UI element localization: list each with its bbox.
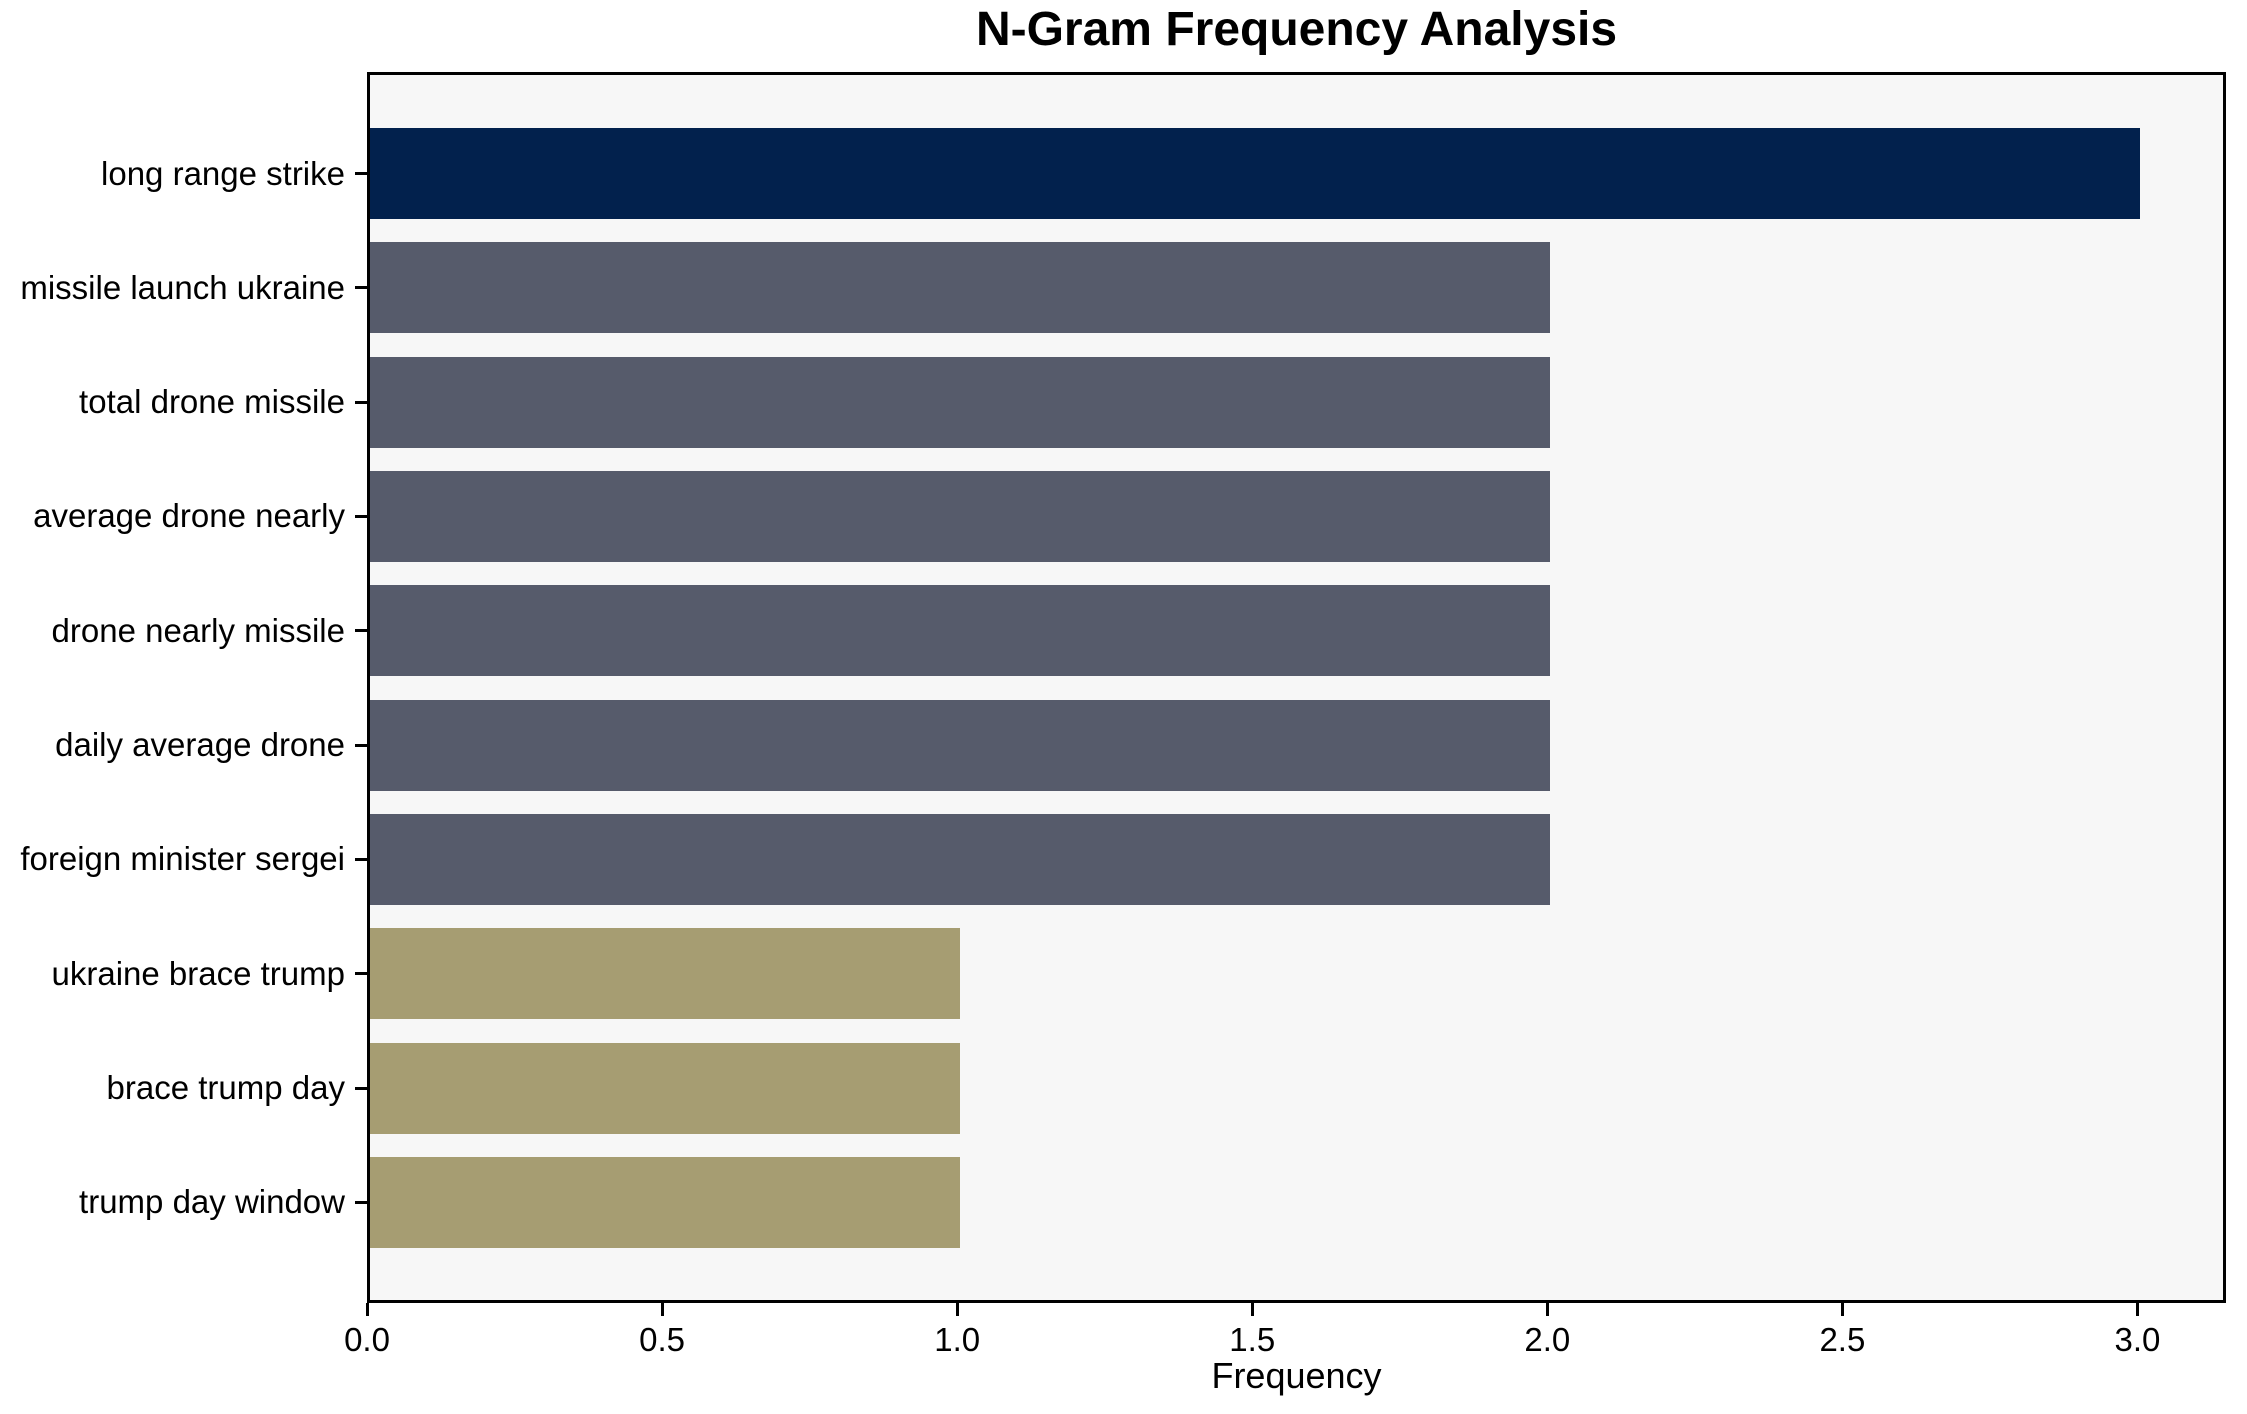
x-tick-label: 1.5 bbox=[1229, 1321, 1276, 1358]
y-tick-label: brace trump day bbox=[106, 1069, 345, 1107]
y-tick-label: ukraine brace trump bbox=[51, 954, 345, 992]
y-tick-label: foreign minister sergei bbox=[20, 840, 345, 878]
y-tick-label: total drone missile bbox=[79, 383, 345, 421]
y-tick-label: drone nearly missile bbox=[51, 611, 345, 649]
y-tick-label: long range strike bbox=[101, 154, 345, 192]
x-tick-mark bbox=[1545, 1303, 1549, 1316]
x-tick-label: 2.0 bbox=[1524, 1321, 1571, 1358]
bar-trump-day-window bbox=[370, 1156, 961, 1248]
y-tick-label: daily average drone bbox=[55, 726, 345, 764]
bar-long-range-strike bbox=[370, 128, 2141, 219]
bar-ukraine-brace-trump bbox=[370, 928, 961, 1020]
x-tick-mark bbox=[1250, 1303, 1254, 1316]
x-tick-label: 3.0 bbox=[2114, 1321, 2161, 1358]
bar-drone-nearly-missile bbox=[370, 585, 1551, 677]
x-tick-label: 0.0 bbox=[344, 1321, 390, 1358]
y-tick-label: missile launch ukraine bbox=[20, 268, 345, 306]
bar-missile-launch-ukraine bbox=[370, 242, 1551, 334]
y-tick-mark bbox=[355, 629, 367, 633]
y-tick-mark bbox=[355, 857, 367, 861]
bar-daily-average-drone bbox=[370, 699, 1551, 791]
y-tick-label: average drone nearly bbox=[33, 497, 345, 535]
y-tick-mark bbox=[355, 514, 367, 518]
x-axis-title: Frequency bbox=[1211, 1355, 1382, 1396]
y-tick-mark bbox=[355, 1086, 367, 1090]
bar-foreign-minister-sergei bbox=[370, 813, 1551, 905]
x-tick-mark bbox=[955, 1303, 959, 1316]
y-tick-label: trump day window bbox=[79, 1183, 345, 1221]
x-tick-label: 2.5 bbox=[1819, 1321, 1866, 1358]
y-tick-mark bbox=[355, 1200, 367, 1204]
y-tick-mark bbox=[355, 400, 367, 404]
y-tick-mark bbox=[355, 972, 367, 976]
x-tick-mark bbox=[660, 1303, 664, 1316]
x-tick-label: 0.5 bbox=[639, 1321, 686, 1358]
y-tick-mark bbox=[355, 172, 367, 175]
plot-area bbox=[367, 72, 2226, 1303]
x-tick-mark bbox=[2135, 1303, 2139, 1316]
bar-total-drone-missile bbox=[370, 356, 1551, 448]
x-tick-mark bbox=[1840, 1303, 1844, 1316]
x-tick-label: 1.0 bbox=[934, 1321, 981, 1358]
bar-average-drone-nearly bbox=[370, 470, 1551, 562]
x-tick-mark bbox=[365, 1303, 369, 1316]
bar-brace-trump-day bbox=[370, 1042, 961, 1134]
chart-title: N-Gram Frequency Analysis bbox=[975, 3, 1618, 56]
y-tick-mark bbox=[355, 743, 367, 747]
y-tick-mark bbox=[355, 286, 367, 290]
